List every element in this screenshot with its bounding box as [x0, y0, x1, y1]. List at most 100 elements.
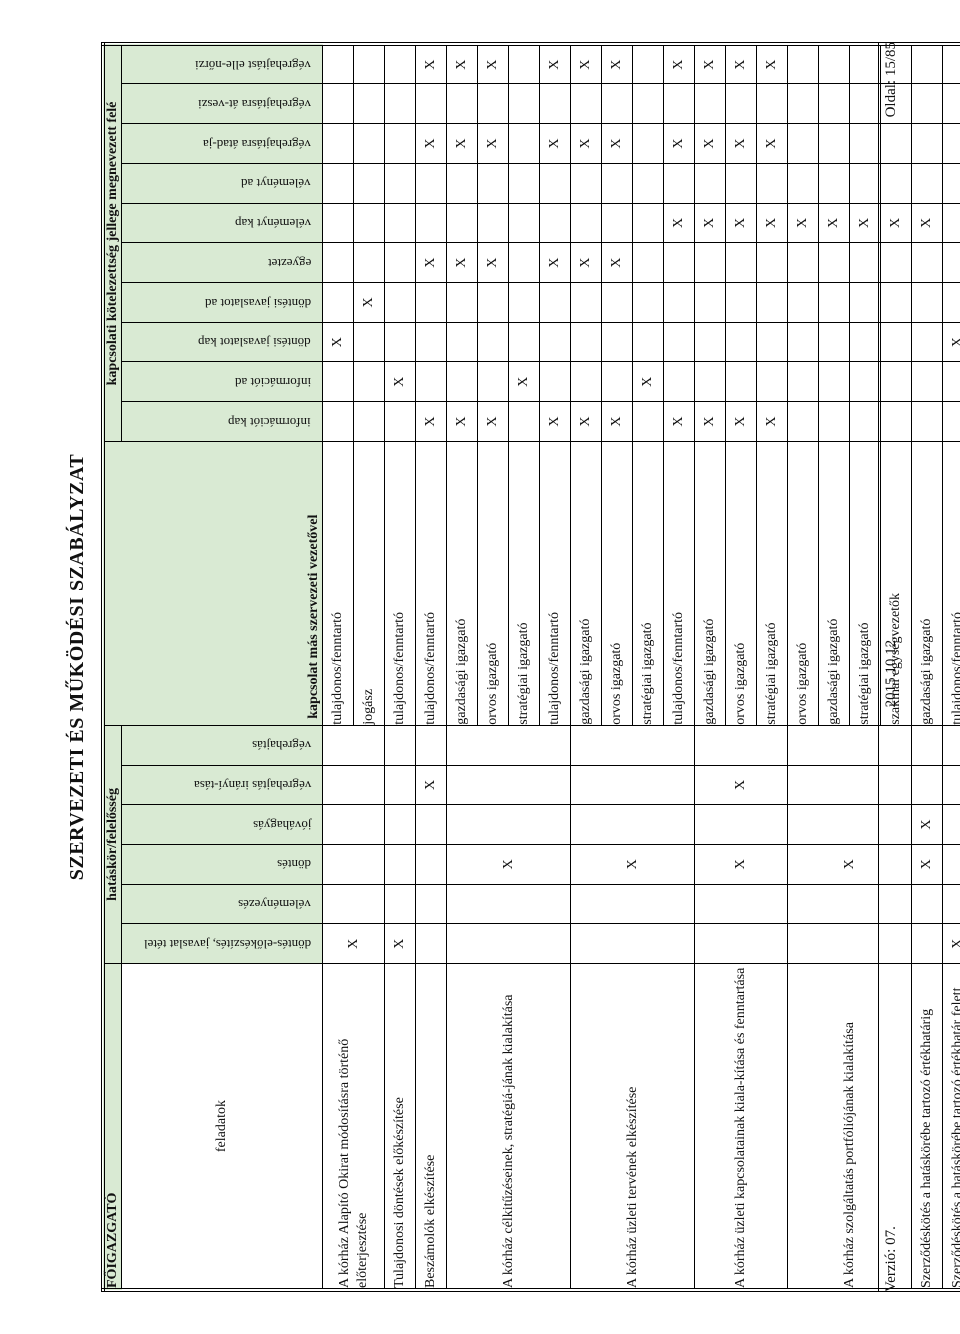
resp-col-5: végrehajtás	[122, 725, 323, 765]
resp-mark: X	[912, 805, 943, 845]
leader-cell: gazdasági igazgató	[819, 441, 850, 725]
leader-cell: gazdasági igazgató	[695, 441, 726, 725]
resp-mark	[912, 725, 943, 765]
leader-cell: jogász	[354, 441, 385, 725]
rel-mark: X	[695, 402, 726, 442]
rel-mark: X	[602, 124, 633, 164]
rel-mark	[602, 283, 633, 323]
page-footer: Verzió: 07. 2015.10.12. Oldal: 15/85	[878, 42, 900, 1292]
resp-mark	[385, 725, 416, 765]
resp-col-3: jóváhagyás	[122, 805, 323, 845]
leader-cell: orvos igazgató	[726, 441, 757, 725]
rel-mark	[540, 283, 571, 323]
rel-mark	[912, 283, 943, 323]
rel-mark	[509, 163, 540, 203]
rel-mark	[695, 283, 726, 323]
rel-mark	[416, 163, 447, 203]
resp-mark	[447, 765, 571, 805]
rel-mark	[819, 243, 850, 283]
leader-cell: gazdasági igazgató	[571, 441, 602, 725]
rel-mark	[385, 322, 416, 362]
rel-mark	[664, 283, 695, 323]
resp-mark	[912, 765, 943, 805]
resp-mark	[323, 805, 385, 845]
rel-mark	[323, 362, 354, 402]
rel-mark	[540, 203, 571, 243]
rel-mark	[850, 44, 881, 84]
resp-mark: X	[385, 924, 416, 964]
rel-mark	[912, 243, 943, 283]
task-cell: A kórház Alapító Okirat módosításra tört…	[323, 964, 385, 1290]
resp-mark	[416, 844, 447, 884]
rel-mark	[323, 163, 354, 203]
resp-mark	[912, 924, 943, 964]
rel-mark	[602, 163, 633, 203]
rel-mark	[695, 243, 726, 283]
rel-mark	[478, 84, 509, 124]
task-cell: A kórház üzleti tervének elkészítése	[571, 964, 695, 1290]
rel-mark	[416, 322, 447, 362]
rel-mark	[633, 163, 664, 203]
resp-mark	[447, 924, 571, 964]
resp-mark	[943, 805, 960, 845]
resp-mark	[416, 884, 447, 924]
resp-mark	[416, 725, 447, 765]
rel-mark	[943, 44, 960, 84]
rel-mark	[540, 322, 571, 362]
rel-mark: X	[478, 124, 509, 164]
rel-mark	[664, 243, 695, 283]
rel-mark	[509, 124, 540, 164]
resp-col-2: döntés	[122, 844, 323, 884]
group-responsibility: hatáskör/felelősség	[103, 725, 122, 963]
rel-mark	[540, 84, 571, 124]
rel-mark: X	[943, 322, 960, 362]
leader-cell: tulajdonos/fenntartó	[323, 441, 354, 725]
rel-mark	[912, 402, 943, 442]
resp-mark: X	[912, 844, 943, 884]
rel-mark	[850, 124, 881, 164]
rel-mark: X	[571, 44, 602, 84]
rel-mark	[571, 203, 602, 243]
rel-mark	[695, 163, 726, 203]
rel-mark	[850, 362, 881, 402]
resp-mark	[323, 725, 385, 765]
rel-col-0: információt kap	[122, 402, 323, 442]
rel-mark: X	[540, 124, 571, 164]
rel-mark: X	[416, 44, 447, 84]
rel-mark: X	[726, 402, 757, 442]
rel-mark: X	[819, 203, 850, 243]
rel-mark	[788, 44, 819, 84]
resp-mark	[943, 884, 960, 924]
rel-mark	[912, 322, 943, 362]
rel-mark	[323, 203, 354, 243]
leader-cell: orvos igazgató	[478, 441, 509, 725]
resp-mark: X	[695, 765, 788, 805]
rel-mark	[509, 283, 540, 323]
task-cell: Beszámolók elkészítése	[416, 964, 447, 1290]
rel-mark	[788, 402, 819, 442]
rel-mark	[819, 163, 850, 203]
rel-mark	[323, 124, 354, 164]
rel-mark: X	[788, 203, 819, 243]
table-row: Szerződéskötés a hatáskörébe tartozó ért…	[912, 44, 943, 1290]
resp-mark	[385, 805, 416, 845]
rel-mark	[788, 124, 819, 164]
rel-mark	[912, 84, 943, 124]
resp-mark	[416, 924, 447, 964]
rel-mark	[912, 124, 943, 164]
rel-mark: X	[757, 402, 788, 442]
rel-mark	[726, 84, 757, 124]
rel-mark	[509, 203, 540, 243]
resp-mark	[447, 725, 571, 765]
rel-mark	[633, 124, 664, 164]
rel-mark	[664, 84, 695, 124]
rel-mark	[509, 44, 540, 84]
resp-mark: X	[943, 924, 960, 964]
resp-mark	[323, 844, 385, 884]
rel-mark	[540, 362, 571, 402]
table-row: Szerződéskötés a hatáskörébe tartozó ért…	[943, 44, 960, 1290]
rel-mark	[757, 243, 788, 283]
rel-mark: X	[664, 44, 695, 84]
rel-mark	[447, 203, 478, 243]
resp-mark	[323, 884, 385, 924]
